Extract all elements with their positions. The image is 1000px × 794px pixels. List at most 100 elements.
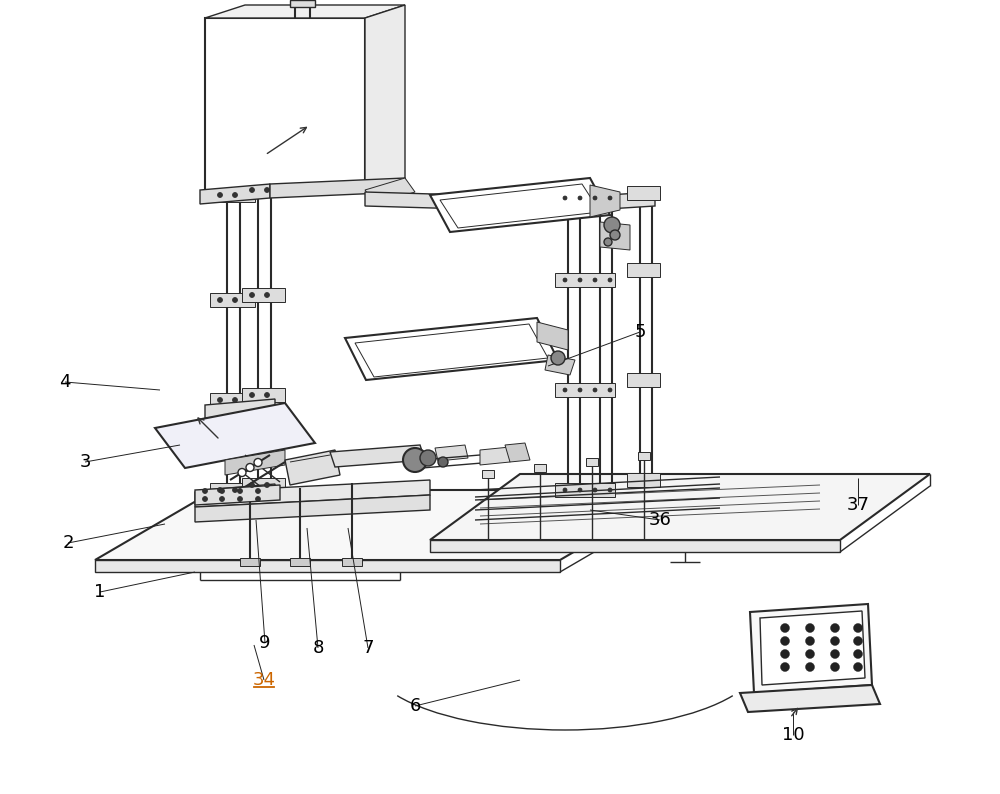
- Polygon shape: [627, 373, 660, 387]
- Text: 5: 5: [634, 323, 646, 341]
- Polygon shape: [555, 191, 615, 205]
- Circle shape: [830, 623, 840, 633]
- Circle shape: [563, 278, 567, 282]
- Polygon shape: [210, 293, 255, 307]
- Circle shape: [250, 392, 254, 398]
- Polygon shape: [600, 222, 630, 250]
- Polygon shape: [225, 450, 285, 475]
- Text: 37: 37: [846, 496, 870, 514]
- Polygon shape: [210, 393, 255, 407]
- Circle shape: [264, 292, 270, 298]
- Text: 3: 3: [79, 453, 91, 471]
- Circle shape: [218, 298, 222, 303]
- Polygon shape: [270, 178, 405, 198]
- Circle shape: [202, 488, 208, 494]
- Circle shape: [593, 196, 597, 200]
- Circle shape: [578, 488, 582, 492]
- Bar: [534, 464, 546, 472]
- Circle shape: [780, 662, 790, 672]
- Circle shape: [806, 637, 814, 646]
- Text: 6: 6: [409, 697, 421, 715]
- Circle shape: [608, 388, 612, 392]
- Circle shape: [238, 488, 242, 494]
- Polygon shape: [195, 485, 280, 505]
- Text: 8: 8: [312, 639, 324, 657]
- Circle shape: [608, 196, 612, 200]
- Polygon shape: [365, 178, 415, 204]
- Polygon shape: [242, 388, 285, 402]
- Polygon shape: [242, 183, 285, 197]
- Circle shape: [593, 278, 597, 282]
- Circle shape: [563, 388, 567, 392]
- Polygon shape: [195, 495, 430, 522]
- Circle shape: [608, 278, 612, 282]
- Bar: [482, 470, 494, 478]
- Circle shape: [830, 649, 840, 658]
- Polygon shape: [95, 490, 680, 560]
- Polygon shape: [242, 478, 285, 492]
- Circle shape: [563, 488, 567, 492]
- Polygon shape: [430, 178, 610, 232]
- Circle shape: [780, 637, 790, 646]
- Polygon shape: [365, 5, 405, 193]
- Circle shape: [854, 623, 862, 633]
- Polygon shape: [365, 192, 568, 212]
- Polygon shape: [740, 685, 880, 712]
- Circle shape: [238, 496, 242, 502]
- Polygon shape: [627, 186, 660, 200]
- Text: 7: 7: [362, 639, 374, 657]
- Circle shape: [218, 192, 222, 198]
- Polygon shape: [155, 403, 315, 468]
- Circle shape: [438, 457, 448, 467]
- Polygon shape: [435, 445, 468, 461]
- Circle shape: [830, 637, 840, 646]
- Circle shape: [578, 196, 582, 200]
- Circle shape: [218, 488, 222, 492]
- Polygon shape: [95, 560, 560, 572]
- Circle shape: [254, 458, 262, 467]
- Circle shape: [256, 496, 260, 502]
- Circle shape: [246, 464, 254, 472]
- Circle shape: [264, 483, 270, 488]
- Polygon shape: [430, 540, 840, 552]
- Polygon shape: [627, 263, 660, 277]
- Circle shape: [563, 196, 567, 200]
- Polygon shape: [195, 480, 430, 507]
- Text: 4: 4: [59, 373, 71, 391]
- Circle shape: [854, 649, 862, 658]
- Polygon shape: [545, 355, 575, 375]
- Circle shape: [264, 392, 270, 398]
- Polygon shape: [505, 443, 530, 462]
- Polygon shape: [200, 184, 270, 204]
- Circle shape: [218, 398, 222, 403]
- Circle shape: [854, 662, 862, 672]
- Circle shape: [420, 450, 436, 466]
- Bar: [290, 558, 310, 566]
- Polygon shape: [555, 383, 615, 397]
- Circle shape: [780, 649, 790, 658]
- Circle shape: [232, 192, 238, 198]
- Circle shape: [806, 662, 814, 672]
- Bar: [586, 458, 598, 466]
- Polygon shape: [750, 604, 872, 693]
- Polygon shape: [555, 273, 615, 287]
- Circle shape: [604, 217, 620, 233]
- Polygon shape: [627, 473, 660, 487]
- Polygon shape: [210, 483, 255, 497]
- Text: 9: 9: [259, 634, 271, 652]
- Polygon shape: [330, 445, 425, 467]
- Polygon shape: [345, 318, 558, 380]
- Bar: [342, 558, 362, 566]
- Polygon shape: [205, 399, 275, 418]
- Circle shape: [854, 637, 862, 646]
- Text: 1: 1: [94, 583, 106, 601]
- Polygon shape: [555, 483, 615, 497]
- Polygon shape: [537, 322, 568, 350]
- Text: 10: 10: [782, 726, 804, 744]
- Circle shape: [593, 388, 597, 392]
- Circle shape: [220, 488, 224, 494]
- Circle shape: [250, 292, 254, 298]
- Bar: [205, 18, 365, 193]
- Polygon shape: [355, 324, 548, 377]
- Polygon shape: [210, 188, 255, 202]
